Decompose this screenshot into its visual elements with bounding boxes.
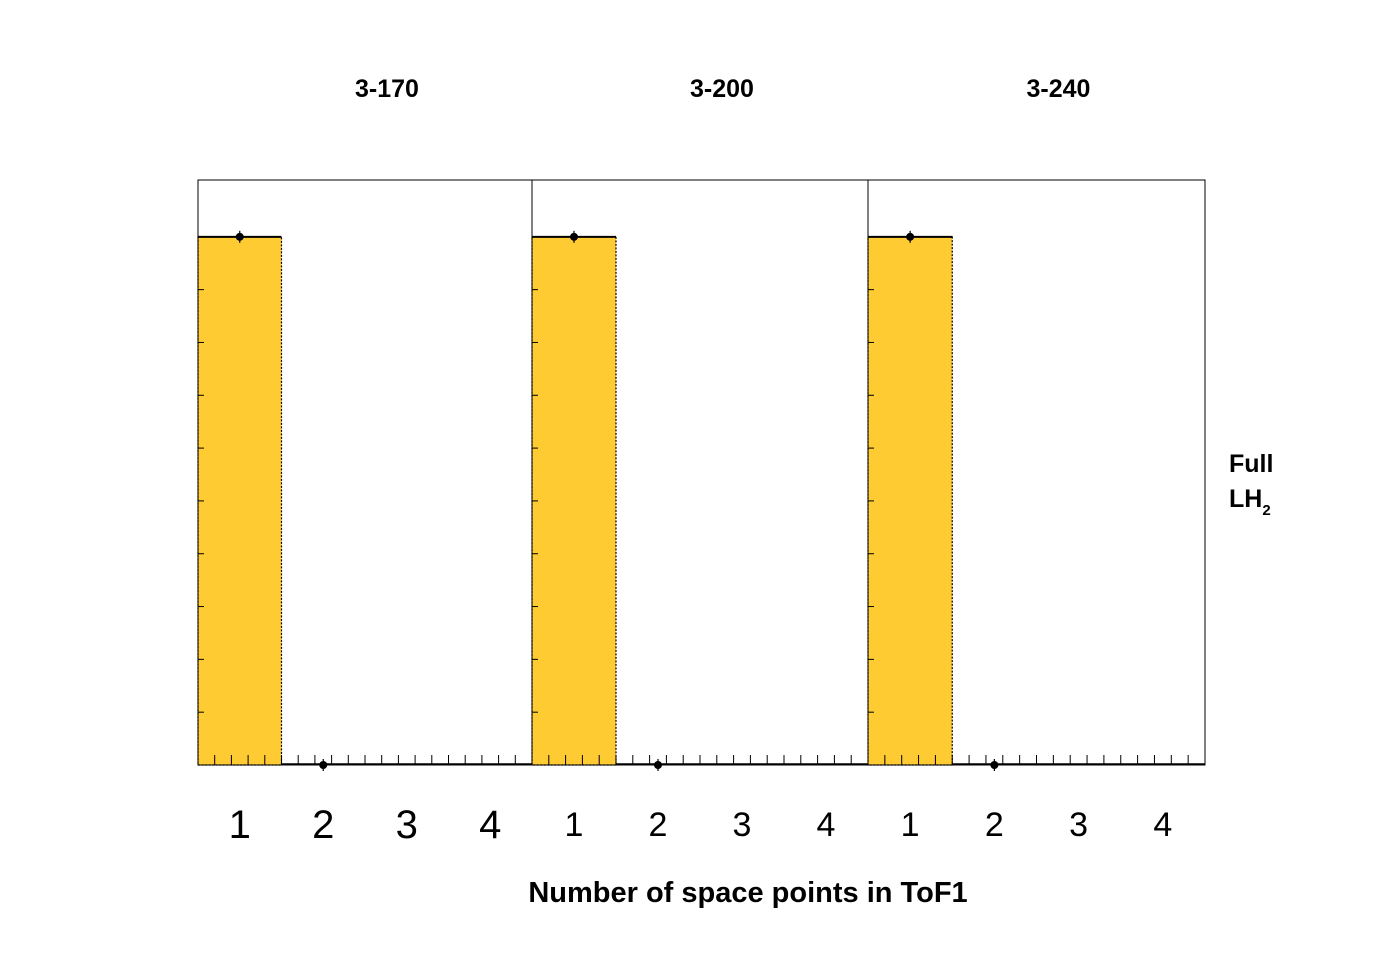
marker-3-200-1 [570, 232, 578, 241]
x-ticks-3-200 [548, 755, 852, 765]
x-tick-label-3-170-3: 3 [396, 803, 418, 847]
x-tick-label-3-240-2: 2 [985, 806, 1004, 844]
y-ticks-3-200 [532, 236, 538, 713]
panel-3-170: 1 2 3 4 3-170 [197, 75, 533, 847]
x-tick-label-3-200-1: 1 [565, 806, 584, 844]
x-tick-label-3-200-4: 4 [817, 806, 836, 844]
panel-3-200: 1 2 3 4 3-200 [531, 75, 869, 844]
side-label-main: LH [1229, 485, 1262, 513]
side-label-subscript: 2 [1262, 502, 1270, 519]
side-label: Full LH2 [1229, 450, 1273, 519]
marker-3-170-1 [235, 232, 244, 241]
panel-title-3-170: 3-170 [355, 75, 419, 103]
bar-3-170-1 [197, 236, 283, 766]
x-tick-label-3-170-4: 4 [479, 803, 501, 847]
panel-3-240: 1 2 3 4 3-240 [867, 75, 1206, 844]
x-ticks-3-170 [214, 755, 516, 765]
x-tick-label-3-200-3: 3 [733, 806, 752, 844]
x-ticks-3-240 [884, 755, 1189, 765]
panel-title-3-200: 3-200 [690, 75, 754, 103]
side-label-line2: LH2 [1229, 485, 1271, 519]
y-ticks-3-170 [198, 236, 204, 713]
side-label-line1: Full [1229, 450, 1273, 478]
x-tick-label-3-240-3: 3 [1069, 806, 1088, 844]
x-tick-label-3-170-2: 2 [312, 803, 334, 847]
x-tick-label-3-240-4: 4 [1153, 806, 1172, 844]
panel-title-3-240: 3-240 [1027, 75, 1091, 103]
bar-3-200-1 [531, 236, 617, 766]
x-axis-label: Number of space points in ToF1 [528, 877, 967, 909]
x-tick-label-3-200-2: 2 [649, 806, 668, 844]
panels-layer: 1 2 3 4 3-170 1 2 3 4 3-200 1 2 3 4 3-240 [197, 75, 1206, 847]
marker-3-240-1 [906, 232, 915, 241]
x-tick-label-3-170-1: 1 [229, 803, 251, 847]
x-tick-label-3-240-1: 1 [901, 806, 920, 844]
bar-3-240-1 [867, 236, 953, 766]
y-ticks-3-240 [868, 236, 874, 713]
